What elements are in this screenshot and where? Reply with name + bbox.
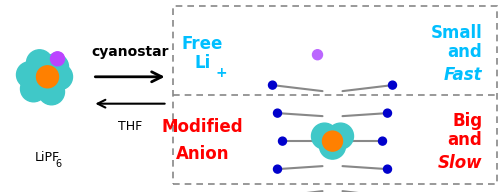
Ellipse shape	[384, 109, 392, 117]
Ellipse shape	[26, 50, 52, 76]
Ellipse shape	[274, 165, 281, 173]
Text: Free
Li: Free Li	[182, 35, 223, 72]
Ellipse shape	[20, 76, 46, 102]
Text: 6: 6	[56, 159, 62, 169]
Ellipse shape	[384, 165, 392, 173]
Text: LiPF: LiPF	[35, 151, 60, 164]
Ellipse shape	[312, 50, 322, 60]
Text: THF: THF	[118, 120, 142, 133]
Ellipse shape	[50, 52, 64, 66]
Ellipse shape	[322, 131, 342, 151]
Text: Anion: Anion	[176, 145, 229, 163]
Text: Fast: Fast	[444, 66, 482, 84]
Text: +: +	[215, 66, 226, 80]
Ellipse shape	[268, 81, 276, 89]
Ellipse shape	[38, 79, 64, 105]
Text: and: and	[448, 131, 482, 149]
Text: and: and	[448, 43, 482, 61]
Text: Slow: Slow	[438, 154, 482, 172]
Ellipse shape	[16, 62, 42, 88]
Ellipse shape	[378, 137, 386, 145]
Text: Small: Small	[431, 24, 482, 42]
Ellipse shape	[312, 123, 338, 149]
Text: Modified: Modified	[162, 118, 244, 136]
Ellipse shape	[388, 81, 396, 89]
Ellipse shape	[42, 54, 68, 80]
Ellipse shape	[328, 123, 353, 149]
Ellipse shape	[46, 64, 72, 90]
Ellipse shape	[274, 109, 281, 117]
Ellipse shape	[36, 66, 59, 88]
Bar	[172, 6, 496, 184]
Ellipse shape	[278, 137, 286, 145]
Text: Big: Big	[452, 112, 482, 130]
Ellipse shape	[320, 133, 345, 159]
Text: cyanostar: cyanostar	[91, 45, 169, 59]
